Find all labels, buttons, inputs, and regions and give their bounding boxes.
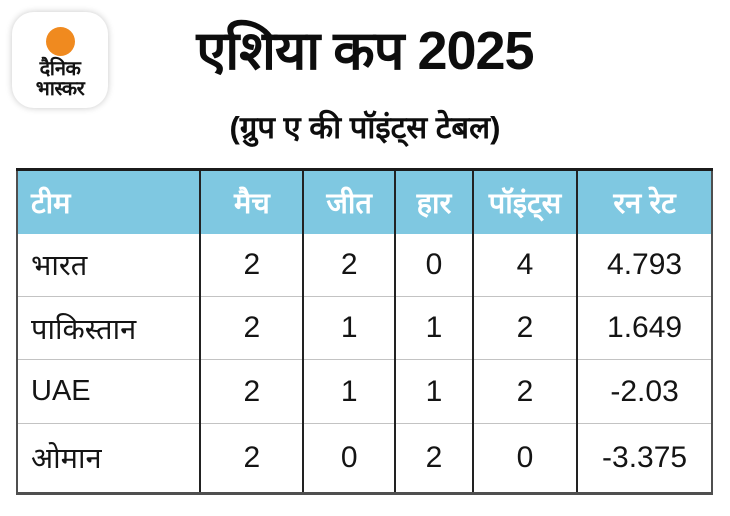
points-cell: 0 — [471, 422, 578, 494]
team-cell: ओमान — [17, 422, 201, 494]
points-table-container: टीम मैच जीत हार पॉइंट्स रन रेट भारत 2 2 … — [16, 168, 713, 495]
points-cell: 4 — [471, 233, 578, 297]
losses-cell: 0 — [394, 233, 473, 297]
table-row-india: भारत 2 2 0 4 4.793 — [17, 233, 712, 297]
wins-cell: 2 — [302, 233, 396, 297]
column-header-matches: मैच — [199, 169, 304, 234]
matches-cell: 2 — [199, 359, 304, 424]
points-cell: 2 — [471, 296, 578, 360]
matches-cell: 2 — [199, 296, 304, 360]
page-subtitle: (ग्रुप ए की पॉइंट्स टेबल) — [229, 110, 501, 145]
matches-cell: 2 — [199, 422, 304, 494]
table-row-uae: UAE 2 1 1 2 -2.03 — [17, 359, 712, 424]
run-rate-cell: 1.649 — [576, 296, 712, 360]
losses-cell: 1 — [394, 296, 473, 360]
table-row-pakistan: पाकिस्तान 2 1 1 2 1.649 — [17, 296, 712, 360]
team-cell: पाकिस्तान — [17, 296, 201, 360]
points-cell: 2 — [471, 359, 578, 424]
losses-cell: 1 — [394, 359, 473, 424]
team-cell: भारत — [17, 233, 201, 297]
column-header-run-rate: रन रेट — [576, 169, 712, 234]
run-rate-cell: -3.375 — [576, 422, 712, 494]
matches-cell: 2 — [199, 233, 304, 297]
wins-cell: 1 — [302, 359, 396, 424]
brand-logo: दैनिक भास्कर — [12, 12, 108, 108]
brand-name-line2: भास्कर — [35, 78, 85, 100]
column-header-team: टीम — [17, 169, 201, 234]
losses-cell: 2 — [394, 422, 473, 494]
run-rate-cell: 4.793 — [576, 233, 712, 297]
column-header-points: पॉइंट्स — [471, 169, 578, 234]
run-rate-cell: -2.03 — [576, 359, 712, 424]
wins-cell: 0 — [302, 422, 396, 494]
points-table-header-row: टीम मैच जीत हार पॉइंट्स रन रेट — [17, 169, 712, 234]
page-title: एशिया कप 2025 — [196, 21, 534, 81]
wins-cell: 1 — [302, 296, 396, 360]
table-row-oman: ओमान 2 0 2 0 -3.375 — [17, 422, 712, 494]
sun-icon — [45, 27, 75, 56]
team-cell: UAE — [17, 359, 201, 424]
column-header-wins: जीत — [302, 169, 396, 234]
brand-name-line1: दैनिक — [39, 58, 81, 80]
points-table: टीम मैच जीत हार पॉइंट्स रन रेट भारत 2 2 … — [16, 168, 713, 495]
column-header-losses: हार — [394, 169, 473, 234]
